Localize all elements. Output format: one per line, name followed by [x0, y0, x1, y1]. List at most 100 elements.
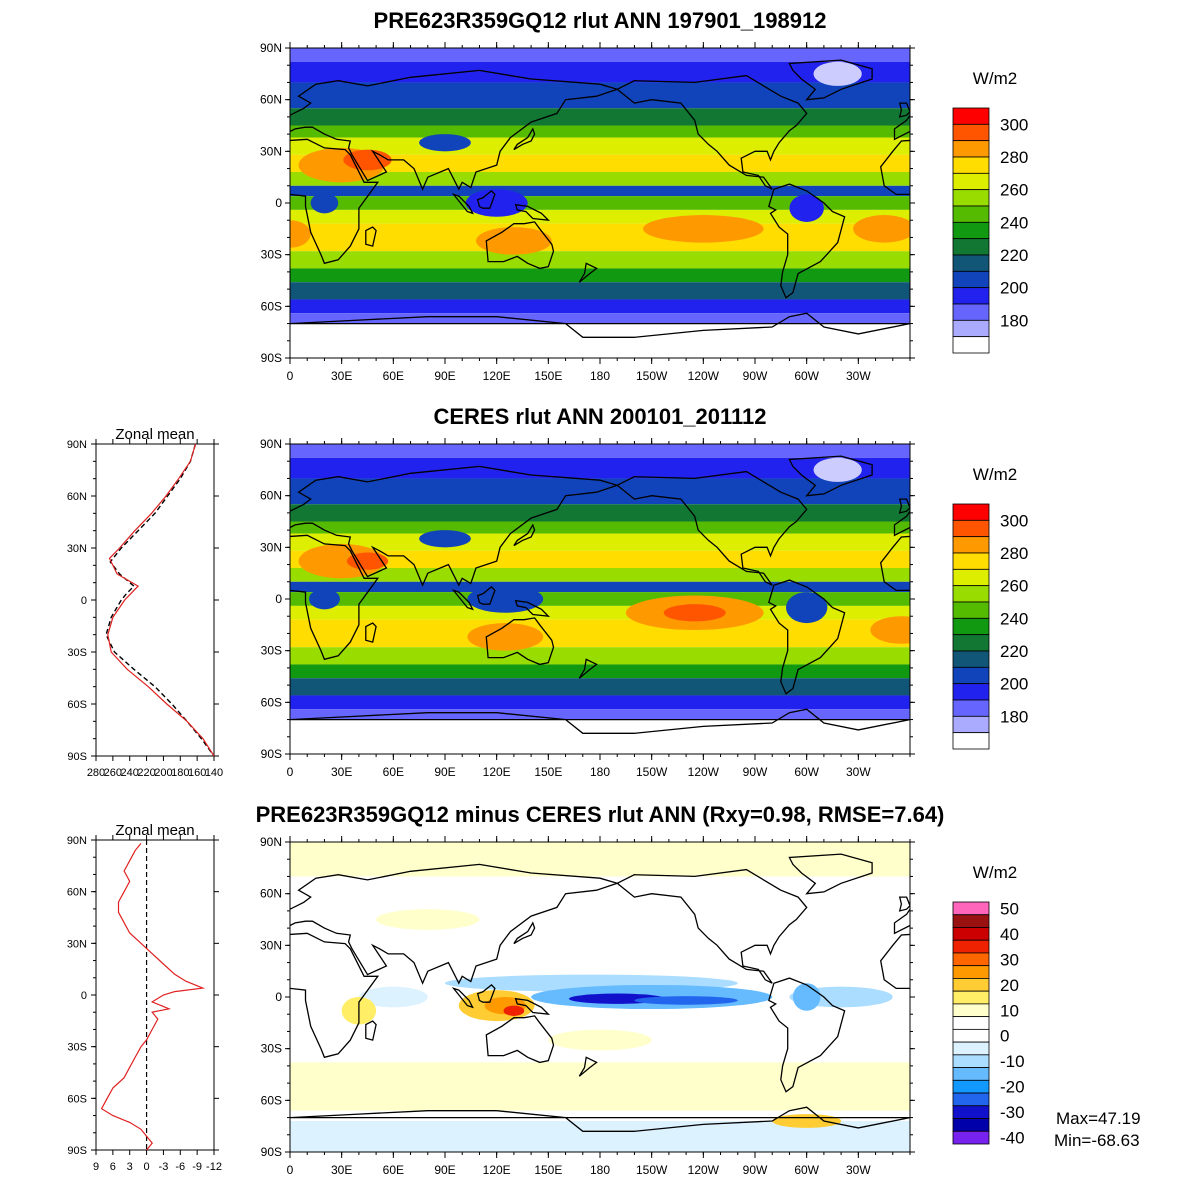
lon-label: 120E — [483, 765, 511, 779]
band-0-16 — [290, 313, 910, 324]
lat-label: 90N — [260, 41, 282, 55]
lon-label: 180 — [590, 369, 610, 383]
field-blob-3 — [290, 220, 311, 248]
lon-label: 0 — [287, 1163, 294, 1177]
band-1-15 — [290, 695, 910, 710]
lon-label: 30W — [846, 765, 871, 779]
zonal-x-label: -12 — [206, 1161, 222, 1173]
zonal-lat-label: 0 — [81, 990, 87, 1002]
colorbar-swatch — [952, 270, 990, 289]
band-1-14 — [290, 678, 910, 696]
colorbar-swatch — [952, 683, 990, 701]
band-0-7 — [290, 172, 910, 186]
zonal-frame — [95, 443, 215, 757]
colorbar-swatch — [952, 666, 990, 685]
zonal-lat-label: 60N — [67, 887, 87, 899]
colorbar-label: -10 — [1000, 1052, 1025, 1071]
lon-label: 90E — [434, 369, 455, 383]
colorbar-label: -20 — [1000, 1078, 1025, 1097]
band-0-12 — [290, 251, 910, 269]
coastline-eurasia — [290, 863, 620, 985]
band-0-6 — [290, 154, 910, 172]
coastline-new_zealand — [578, 1056, 598, 1077]
lon-label: 150W — [636, 1163, 668, 1177]
lon-label: 120E — [483, 1163, 511, 1177]
band-0-17 — [290, 323, 910, 358]
lat-label: 30N — [260, 144, 282, 158]
band-1-5 — [290, 533, 910, 551]
coastline-australia — [485, 617, 555, 666]
lon-label: 30W — [846, 369, 871, 383]
lat-label: 30N — [260, 540, 282, 554]
colorbar-swatch — [952, 140, 990, 158]
zonal-lat-label: 30N — [67, 938, 87, 950]
colorbar-swatch — [952, 617, 990, 636]
lon-label: 120W — [688, 765, 720, 779]
lat-label: 30S — [261, 248, 282, 262]
zonal-x-label: 160 — [188, 767, 206, 779]
lat-label: 60N — [260, 93, 282, 107]
lon-label: 60E — [383, 1163, 404, 1177]
zonal-x-label: 240 — [121, 767, 139, 779]
zonal-lat-label: 90S — [67, 1145, 87, 1157]
colorbar-swatch — [952, 1054, 990, 1068]
colorbar-swatch — [952, 221, 990, 240]
colorbar-label: 20 — [1000, 976, 1019, 995]
coastline-madagascar — [365, 226, 377, 247]
coastline-africa — [290, 932, 380, 1059]
zonal-x-label: 9 — [93, 1161, 99, 1173]
coastline-uk — [898, 896, 910, 912]
coastline-eurasia — [290, 69, 620, 191]
zonal-lat-label: 60N — [67, 491, 87, 503]
band-0-9 — [290, 196, 910, 210]
lat-label: 0 — [275, 990, 282, 1004]
lon-label: 30E — [331, 765, 352, 779]
coastline-australia — [485, 221, 555, 270]
field-blob-2 — [476, 227, 552, 255]
colorbar-label: 0 — [1000, 1027, 1009, 1046]
zonal-lat-label: 90N — [67, 835, 87, 847]
map-difference-rlut: 90N 60N 30N 0 30S 60S 90S 0 30E 60E 90E 120E 150E 180… — [260, 835, 915, 1177]
max-value-label: Max=47.19 — [1056, 1109, 1141, 1128]
lon-label: 150E — [534, 765, 562, 779]
field-blob-10 — [813, 61, 862, 86]
colorbar-swatch — [952, 568, 990, 587]
coastline-africa — [290, 534, 380, 661]
colorbar-swatch — [952, 172, 990, 191]
colorbar-swatch — [952, 732, 990, 750]
lon-label: 90E — [434, 765, 455, 779]
colorbar-swatch — [952, 536, 990, 554]
coastline-south_america — [768, 183, 846, 299]
coastline-borneo — [476, 190, 496, 209]
colorbar-swatch — [952, 123, 990, 142]
colorbar-label: 50 — [1000, 899, 1019, 918]
colorbar-swatch — [952, 238, 990, 256]
lon-label: 90W — [743, 765, 768, 779]
colorbar-swatch — [952, 699, 990, 717]
coastline-antarctica — [290, 708, 910, 734]
field-blob-2 — [467, 623, 544, 651]
colorbar-swatch — [952, 1028, 990, 1043]
lat-label: 60S — [261, 299, 282, 313]
lon-label: 150E — [534, 369, 562, 383]
lon-label: 0 — [287, 369, 294, 383]
lat-label: 60N — [260, 887, 282, 901]
zonal-line-diff — [100, 843, 206, 1151]
panel-title-diff: PRE623R359GQ12 minus CERES rlut ANN (Rxy… — [255, 802, 945, 827]
lon-label: 150W — [636, 369, 668, 383]
colorbar-label: 10 — [1000, 1001, 1019, 1020]
lon-label: 180 — [590, 1163, 610, 1177]
colorbar-swatch — [952, 205, 990, 223]
map-ceres-rlut: 90N 60N 30N 0 30S 60S 90S 0 30E 60E 90E 120E 150E 180… — [260, 437, 915, 779]
band-0-14 — [290, 282, 910, 300]
coastline-antarctica — [290, 312, 910, 338]
coastline-greenland — [788, 455, 873, 497]
min-value-label: Min=-68.63 — [1054, 1131, 1140, 1150]
colorbar-swatch — [952, 1130, 990, 1145]
colorbar-swatch — [952, 1041, 990, 1056]
diff-blob-10 — [792, 983, 821, 1011]
coastline-sumatra — [451, 193, 474, 215]
coastline-japan — [513, 127, 536, 151]
colorbar-swatch — [952, 585, 990, 603]
lat-label: 30S — [261, 1042, 282, 1056]
